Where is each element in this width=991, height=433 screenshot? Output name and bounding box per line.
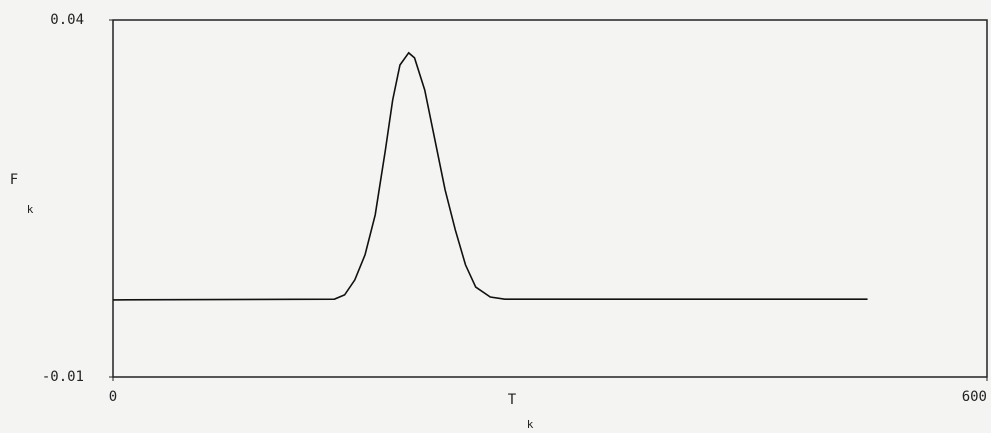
x-tick-label: 0 bbox=[109, 389, 117, 405]
y-axis-label-subscript: k bbox=[27, 203, 34, 216]
chart: T k F k -0.01 0.04 0 600 bbox=[0, 0, 991, 433]
y-tick-label: 0.04 bbox=[50, 12, 84, 28]
x-axis-label: T bbox=[508, 392, 517, 408]
page: {"chart_data": {"type": "line", "xlabel"… bbox=[0, 0, 991, 433]
y-axis-label: F bbox=[10, 172, 18, 188]
data-line bbox=[113, 53, 868, 300]
y-tick-label: -0.01 bbox=[42, 369, 84, 385]
plot-frame bbox=[113, 20, 987, 377]
x-axis-label-subscript: k bbox=[527, 418, 534, 431]
x-tick-label: 600 bbox=[962, 389, 987, 405]
